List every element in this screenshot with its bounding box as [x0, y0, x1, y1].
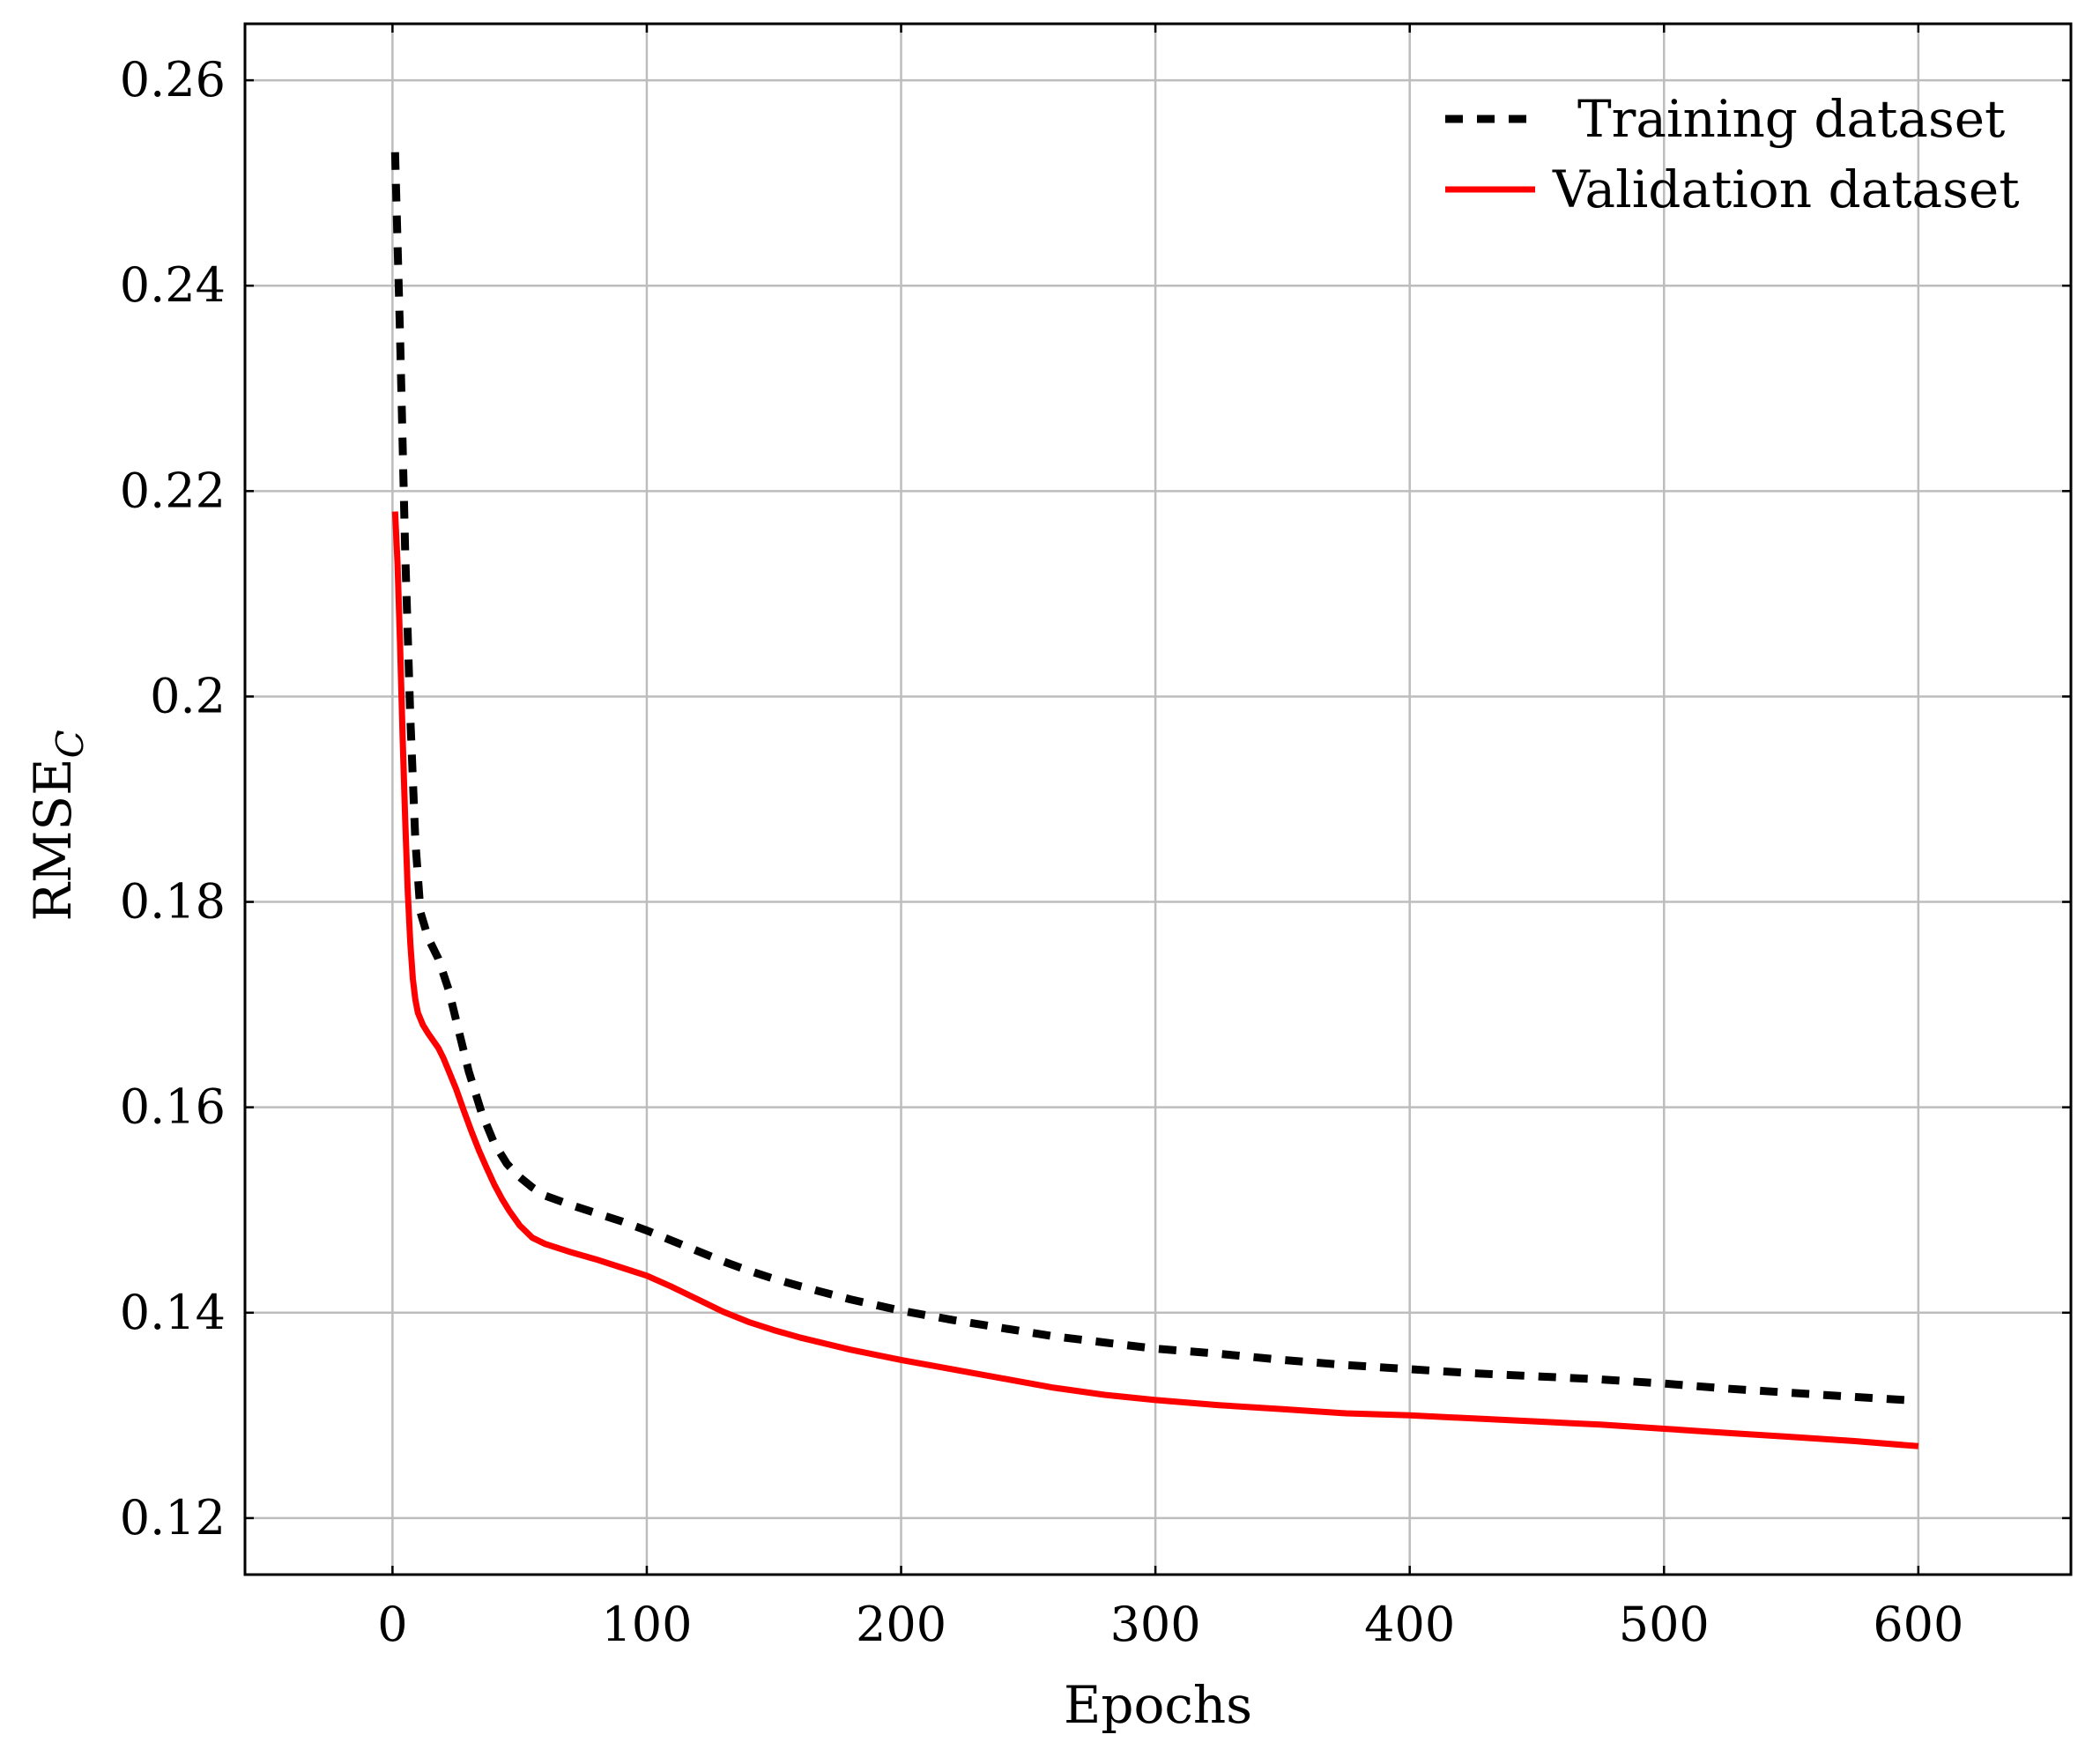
legend-label-1: Validation dataset	[1552, 159, 2020, 219]
legend-label-0: Training dataset	[1577, 89, 2005, 149]
y-tick-label: 0.18	[120, 874, 226, 930]
y-tick-label: 0.2	[150, 668, 226, 723]
vertical-grid-lines	[391, 24, 1920, 1575]
series-line-0	[390, 152, 1906, 1405]
y-tick-label: 0.22	[120, 463, 226, 518]
series-layer	[390, 152, 1919, 1449]
y-tick-label: 0.12	[120, 1490, 226, 1546]
y-axis-label: RMSEC	[23, 730, 92, 921]
x-tick-label: 0	[377, 1597, 407, 1652]
x-tick-label: 300	[1110, 1597, 1201, 1652]
series-line-1	[391, 511, 1919, 1449]
y-tick-label: 0.24	[120, 257, 226, 313]
x-tick-labels: 0 100 200 300 400 500 600	[377, 24, 1963, 1652]
y-axis-label-subscript: C	[48, 730, 92, 758]
y-tick-labels: 0.12 0.14 0.16 0.18 0.2 0.22 0.24 0.26	[120, 52, 2071, 1546]
x-tick-label: 100	[601, 1597, 692, 1652]
x-tick-label: 600	[1873, 1597, 1963, 1652]
y-tick-label: 0.16	[120, 1079, 226, 1135]
x-axis-label: Epochs	[1064, 1675, 1252, 1735]
legend: Training dataset Validation dataset	[1445, 89, 2020, 219]
x-tick-label: 200	[856, 1597, 946, 1652]
plot-frame	[243, 22, 2073, 1576]
y-axis-label-main: RMSE	[23, 759, 83, 922]
x-tick-label: 400	[1364, 1597, 1455, 1652]
x-tick-label: 500	[1619, 1597, 1710, 1652]
horizontal-grid-lines	[245, 78, 2071, 1520]
y-tick-label: 0.26	[120, 52, 226, 107]
y-tick-label: 0.14	[120, 1285, 226, 1340]
